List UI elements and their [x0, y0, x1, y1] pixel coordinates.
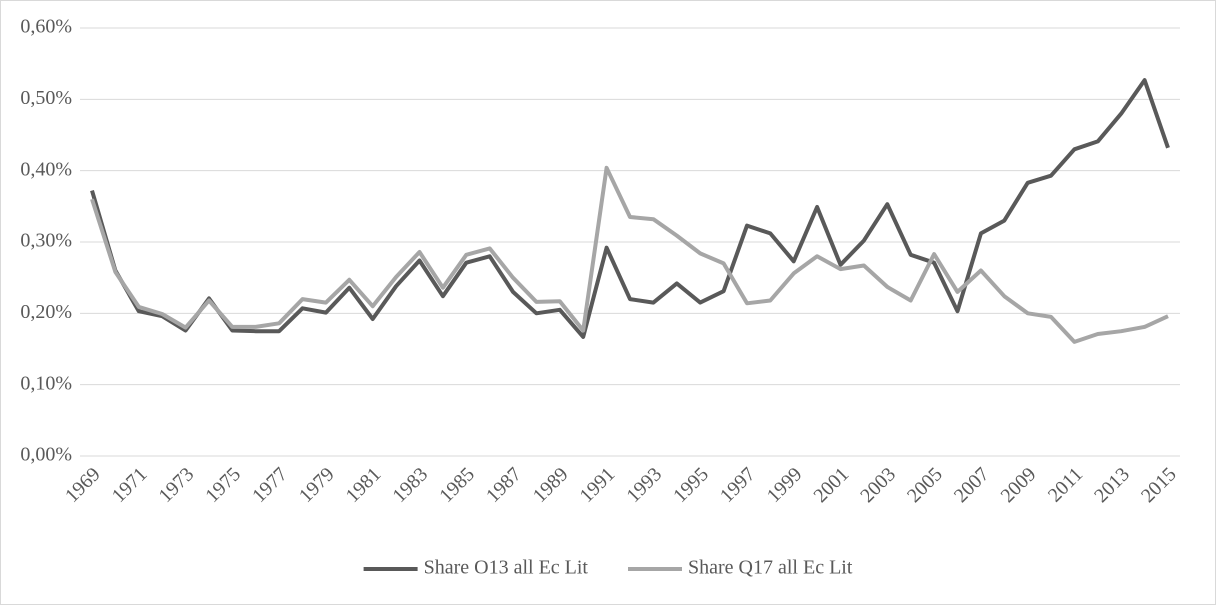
y-tick-label: 0,30%: [20, 230, 72, 252]
y-tick-label: 0,00%: [20, 444, 72, 466]
data-line: [90, 165, 1169, 344]
y-tick-label: 0,50%: [20, 87, 72, 109]
y-tick-label: 0,20%: [20, 301, 72, 323]
y-tick-label: 0,60%: [20, 16, 72, 38]
y-tick-label: 0,40%: [20, 158, 72, 180]
legend-label: Share Q17 all Ec Lit: [688, 557, 853, 579]
y-tick-label: 0,10%: [20, 372, 72, 394]
data-line: [90, 78, 1170, 339]
legend-label: Share O13 all Ec Lit: [424, 557, 589, 579]
